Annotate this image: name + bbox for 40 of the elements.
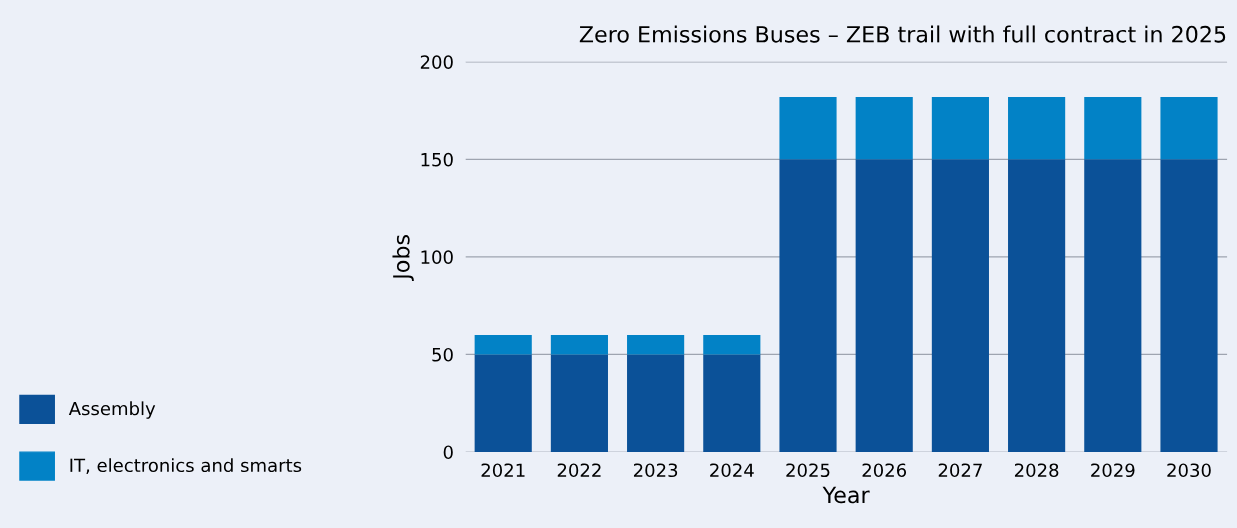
y-tick-label: 0 bbox=[443, 445, 453, 460]
bar bbox=[1084, 96, 1142, 160]
bar bbox=[1160, 159, 1218, 452]
x-tick-label: 2029 bbox=[1091, 463, 1135, 478]
legend-label: Assembly bbox=[68, 401, 156, 419]
bar bbox=[474, 354, 532, 452]
bar bbox=[703, 334, 761, 355]
bar bbox=[474, 334, 532, 355]
y-axis-title: Jobs bbox=[392, 235, 414, 281]
bar bbox=[931, 96, 989, 160]
bar bbox=[1008, 96, 1066, 160]
x-tick-label: 2025 bbox=[786, 463, 830, 478]
chart-title: Zero Emissions Buses – ZEB trail with full contract in 2025 bbox=[579, 25, 1226, 43]
x-tick-label: 2023 bbox=[633, 463, 678, 478]
bar bbox=[1008, 159, 1066, 452]
x-tick-label: 2022 bbox=[557, 463, 601, 478]
bar bbox=[627, 334, 685, 355]
x-tick-label: 2024 bbox=[710, 463, 754, 478]
y-tick-label: 200 bbox=[420, 55, 453, 69]
bar bbox=[627, 354, 685, 452]
bar bbox=[779, 96, 837, 160]
bar bbox=[703, 354, 761, 452]
x-axis-title: Year bbox=[822, 486, 870, 504]
bar bbox=[1084, 159, 1142, 452]
bar bbox=[931, 159, 989, 452]
x-tick-label: 2028 bbox=[1014, 463, 1059, 478]
bar bbox=[1160, 96, 1218, 160]
bar bbox=[855, 159, 913, 452]
bar bbox=[550, 354, 608, 452]
y-tick-label: 50 bbox=[432, 347, 453, 362]
y-tick-label: 150 bbox=[421, 152, 453, 167]
x-tick-label: 2030 bbox=[1167, 463, 1211, 478]
x-tick-label: 2021 bbox=[481, 463, 525, 478]
y-tick-label: 100 bbox=[421, 250, 453, 264]
bar bbox=[550, 334, 608, 355]
bar bbox=[779, 159, 837, 452]
legend-label: IT, electronics and smarts bbox=[70, 458, 302, 474]
bar bbox=[855, 96, 913, 160]
x-tick-label: 2026 bbox=[862, 463, 907, 478]
x-tick-label: 2027 bbox=[938, 463, 982, 478]
